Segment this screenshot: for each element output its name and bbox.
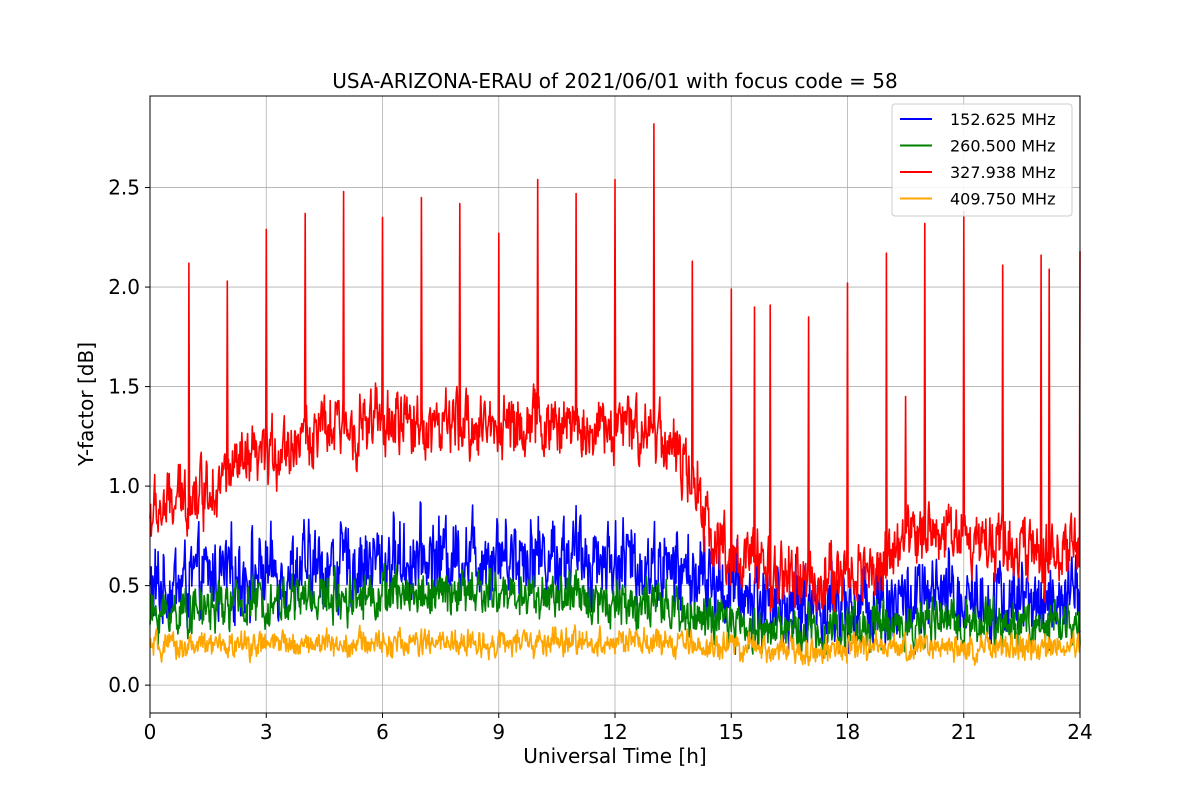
y-tick-label-3: 1.5 <box>108 375 140 399</box>
x-tick-label-0: 0 <box>144 720 157 744</box>
series-line-3 <box>149 624 1081 667</box>
chart-title: USA-ARIZONA-ERAU of 2021/06/01 with focu… <box>332 69 897 93</box>
x-tick-label-5: 15 <box>719 720 744 744</box>
legend-label-1: 260.500 MHz <box>950 137 1055 156</box>
y-tick-label-0: 0.0 <box>108 673 140 697</box>
y-tick-label-4: 2.0 <box>108 275 140 299</box>
series-line-2 <box>149 123 1081 613</box>
x-tick-label-8: 24 <box>1067 720 1092 744</box>
x-tick-label-3: 9 <box>492 720 505 744</box>
y-axis: 0.0 0.5 1.0 1.5 2.0 2.5 <box>108 176 150 697</box>
x-tick-label-7: 21 <box>951 720 976 744</box>
x-tick-label-4: 12 <box>602 720 627 744</box>
legend-label-2: 327.938 MHz <box>950 163 1055 182</box>
x-tick-label-1: 3 <box>260 720 273 744</box>
y-axis-label: Y-factor [dB] <box>74 342 98 467</box>
legend-box <box>891 103 1073 217</box>
y-tick-label-2: 1.0 <box>108 474 140 498</box>
x-axis: 0 3 6 9 12 15 18 21 24 <box>144 713 1093 744</box>
legend: 152.625 MHz 260.500 MHz 327.938 MHz 409.750… <box>891 103 1073 217</box>
legend-label-3: 409.750 MHz <box>950 190 1055 209</box>
x-tick-label-6: 18 <box>835 720 860 744</box>
series-lines <box>149 123 1081 667</box>
series-line-0 <box>149 501 1081 662</box>
x-tick-label-2: 6 <box>376 720 389 744</box>
y-tick-label-5: 2.5 <box>108 176 140 200</box>
legend-label-0: 152.625 MHz <box>950 110 1055 129</box>
x-axis-label: Universal Time [h] <box>523 744 706 768</box>
y-tick-label-1: 0.5 <box>108 574 140 598</box>
